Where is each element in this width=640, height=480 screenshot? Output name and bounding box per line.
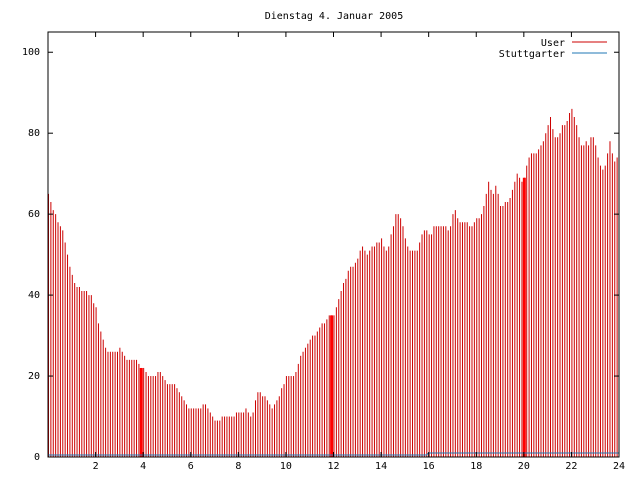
x-tick-label-20: 20 <box>518 461 530 472</box>
legend-label-stuttgarter: Stuttgarter <box>499 49 565 60</box>
legend-label-user: User <box>541 38 565 49</box>
y-tick-label-0: 0 <box>34 452 40 463</box>
x-tick-label-8: 8 <box>235 461 241 472</box>
legend: User Stuttgarter <box>499 38 607 60</box>
stuttgarter-series-line <box>48 452 619 456</box>
user-highlighted-bars <box>139 177 526 457</box>
x-tick-label-10: 10 <box>280 461 292 472</box>
x-tick-label-6: 6 <box>188 461 194 472</box>
x-tick-label-14: 14 <box>375 461 387 472</box>
chart-title: Dienstag 4. Januar 2005 <box>265 11 403 22</box>
x-tick-label-16: 16 <box>423 461 435 472</box>
y-tick-label-60: 60 <box>28 209 40 220</box>
x-tick-label-18: 18 <box>470 461 482 472</box>
y-tick-label-80: 80 <box>28 128 40 139</box>
y-tick-label-100: 100 <box>22 47 40 58</box>
y-tick-label-40: 40 <box>28 290 40 301</box>
x-tick-label-4: 4 <box>140 461 146 472</box>
x-tick-label-24: 24 <box>613 461 625 472</box>
axis-ticks <box>48 32 620 458</box>
y-tick-label-20: 20 <box>28 371 40 382</box>
x-tick-label-12: 12 <box>327 461 339 472</box>
x-tick-label-22: 22 <box>565 461 577 472</box>
x-tick-label-2: 2 <box>93 461 99 472</box>
